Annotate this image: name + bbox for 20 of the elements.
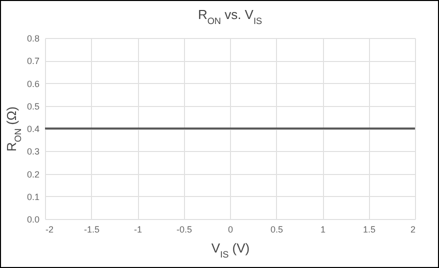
y-tick-label: 0.1 [26,192,40,202]
x-tick-label: -1.5 [84,224,100,234]
x-tick-label: -0.5 [176,224,192,234]
x-tick-label: 1.5 [362,224,376,234]
y-tick-label: 0.4 [26,124,40,134]
y-tick-label: 0.5 [26,101,40,112]
x-tick-label: -1 [134,224,142,234]
y-tick-label: 0.3 [26,146,40,157]
x-axis-title: V$_{IS}$ (V) [211,240,250,260]
x-tick-label: 0 [228,224,234,234]
y-tick-label: 0.6 [26,78,40,89]
y-tick-label: 0.0 [26,214,40,224]
chart-title: R$_{ON}$ vs. V$_{IS}$ [198,7,262,26]
x-tick-label: 1 [320,224,326,234]
y-tick-label: 0.2 [26,169,40,180]
x-tick-label: 0.5 [270,224,284,234]
x-tick-label: 2 [410,224,416,234]
x-tick-label: -2 [46,224,54,234]
y-tick-label: 0.7 [26,56,40,66]
y-tick-label: 0.8 [26,34,40,44]
